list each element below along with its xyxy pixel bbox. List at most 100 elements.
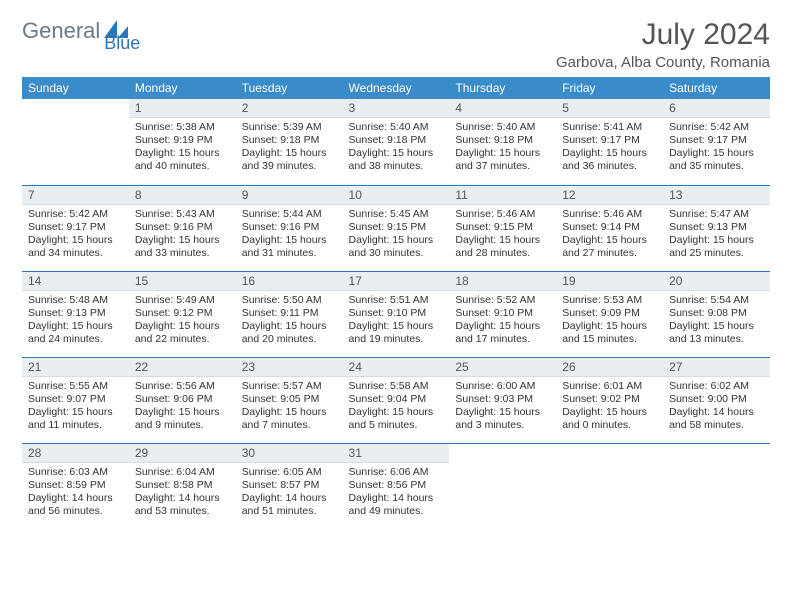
day-details: Sunrise: 6:03 AMSunset: 8:59 PMDaylight:… bbox=[22, 463, 129, 523]
calendar-week-row: 14Sunrise: 5:48 AMSunset: 9:13 PMDayligh… bbox=[22, 271, 770, 357]
calendar-day-cell: 12Sunrise: 5:46 AMSunset: 9:14 PMDayligh… bbox=[556, 185, 663, 271]
calendar-day-cell: 20Sunrise: 5:54 AMSunset: 9:08 PMDayligh… bbox=[663, 271, 770, 357]
calendar-day-cell: 13Sunrise: 5:47 AMSunset: 9:13 PMDayligh… bbox=[663, 185, 770, 271]
day-details: Sunrise: 5:43 AMSunset: 9:16 PMDaylight:… bbox=[129, 205, 236, 265]
day-number: 10 bbox=[343, 186, 450, 205]
calendar-day-cell: 22Sunrise: 5:56 AMSunset: 9:06 PMDayligh… bbox=[129, 357, 236, 443]
day-details: Sunrise: 5:44 AMSunset: 9:16 PMDaylight:… bbox=[236, 205, 343, 265]
day-details: Sunrise: 5:50 AMSunset: 9:11 PMDaylight:… bbox=[236, 291, 343, 351]
day-number: 9 bbox=[236, 186, 343, 205]
calendar-day-cell: 28Sunrise: 6:03 AMSunset: 8:59 PMDayligh… bbox=[22, 443, 129, 529]
calendar-day-cell: 2Sunrise: 5:39 AMSunset: 9:18 PMDaylight… bbox=[236, 99, 343, 185]
day-number: 19 bbox=[556, 272, 663, 291]
day-details: Sunrise: 5:46 AMSunset: 9:15 PMDaylight:… bbox=[449, 205, 556, 265]
day-number: 12 bbox=[556, 186, 663, 205]
weekday-header: Sunday bbox=[22, 77, 129, 99]
calendar-day-cell: 27Sunrise: 6:02 AMSunset: 9:00 PMDayligh… bbox=[663, 357, 770, 443]
day-number: 29 bbox=[129, 444, 236, 463]
day-number: 4 bbox=[449, 99, 556, 118]
calendar-week-row: 1Sunrise: 5:38 AMSunset: 9:19 PMDaylight… bbox=[22, 99, 770, 185]
weekday-header: Friday bbox=[556, 77, 663, 99]
calendar-day-cell: 16Sunrise: 5:50 AMSunset: 9:11 PMDayligh… bbox=[236, 271, 343, 357]
day-number: 23 bbox=[236, 358, 343, 377]
calendar-day-cell: 23Sunrise: 5:57 AMSunset: 9:05 PMDayligh… bbox=[236, 357, 343, 443]
day-number: 17 bbox=[343, 272, 450, 291]
calendar-day-cell: 6Sunrise: 5:42 AMSunset: 9:17 PMDaylight… bbox=[663, 99, 770, 185]
day-details: Sunrise: 5:42 AMSunset: 9:17 PMDaylight:… bbox=[663, 118, 770, 178]
month-title: July 2024 bbox=[556, 18, 770, 52]
day-details: Sunrise: 5:46 AMSunset: 9:14 PMDaylight:… bbox=[556, 205, 663, 265]
location: Garbova, Alba County, Romania bbox=[556, 54, 770, 71]
calendar-day-cell: 11Sunrise: 5:46 AMSunset: 9:15 PMDayligh… bbox=[449, 185, 556, 271]
day-details: Sunrise: 5:49 AMSunset: 9:12 PMDaylight:… bbox=[129, 291, 236, 351]
day-number: 26 bbox=[556, 358, 663, 377]
day-details: Sunrise: 6:00 AMSunset: 9:03 PMDaylight:… bbox=[449, 377, 556, 437]
weekday-header: Wednesday bbox=[343, 77, 450, 99]
calendar-day-cell: 7Sunrise: 5:42 AMSunset: 9:17 PMDaylight… bbox=[22, 185, 129, 271]
calendar-day-cell: 24Sunrise: 5:58 AMSunset: 9:04 PMDayligh… bbox=[343, 357, 450, 443]
day-number: 24 bbox=[343, 358, 450, 377]
calendar-week-row: 7Sunrise: 5:42 AMSunset: 9:17 PMDaylight… bbox=[22, 185, 770, 271]
calendar-week-row: 21Sunrise: 5:55 AMSunset: 9:07 PMDayligh… bbox=[22, 357, 770, 443]
day-number: 2 bbox=[236, 99, 343, 118]
calendar-day-cell: 14Sunrise: 5:48 AMSunset: 9:13 PMDayligh… bbox=[22, 271, 129, 357]
day-number: 30 bbox=[236, 444, 343, 463]
calendar-day-cell: 29Sunrise: 6:04 AMSunset: 8:58 PMDayligh… bbox=[129, 443, 236, 529]
calendar-day-cell: 30Sunrise: 6:05 AMSunset: 8:57 PMDayligh… bbox=[236, 443, 343, 529]
day-number: 5 bbox=[556, 99, 663, 118]
calendar-empty-cell bbox=[449, 443, 556, 529]
logo-text-1: General bbox=[22, 18, 100, 44]
day-details: Sunrise: 5:39 AMSunset: 9:18 PMDaylight:… bbox=[236, 118, 343, 178]
day-number: 1 bbox=[129, 99, 236, 118]
calendar-day-cell: 5Sunrise: 5:41 AMSunset: 9:17 PMDaylight… bbox=[556, 99, 663, 185]
calendar-day-cell: 8Sunrise: 5:43 AMSunset: 9:16 PMDaylight… bbox=[129, 185, 236, 271]
day-number: 18 bbox=[449, 272, 556, 291]
day-details: Sunrise: 5:51 AMSunset: 9:10 PMDaylight:… bbox=[343, 291, 450, 351]
day-number: 14 bbox=[22, 272, 129, 291]
calendar-table: SundayMondayTuesdayWednesdayThursdayFrid… bbox=[22, 77, 770, 529]
day-number: 13 bbox=[663, 186, 770, 205]
calendar-day-cell: 25Sunrise: 6:00 AMSunset: 9:03 PMDayligh… bbox=[449, 357, 556, 443]
day-number: 25 bbox=[449, 358, 556, 377]
calendar-day-cell: 21Sunrise: 5:55 AMSunset: 9:07 PMDayligh… bbox=[22, 357, 129, 443]
calendar-day-cell: 3Sunrise: 5:40 AMSunset: 9:18 PMDaylight… bbox=[343, 99, 450, 185]
logo: General Blue bbox=[22, 18, 168, 44]
calendar-day-cell: 4Sunrise: 5:40 AMSunset: 9:18 PMDaylight… bbox=[449, 99, 556, 185]
weekday-header: Thursday bbox=[449, 77, 556, 99]
day-details: Sunrise: 5:52 AMSunset: 9:10 PMDaylight:… bbox=[449, 291, 556, 351]
day-number: 31 bbox=[343, 444, 450, 463]
weekday-header-row: SundayMondayTuesdayWednesdayThursdayFrid… bbox=[22, 77, 770, 99]
day-details: Sunrise: 5:42 AMSunset: 9:17 PMDaylight:… bbox=[22, 205, 129, 265]
day-details: Sunrise: 5:40 AMSunset: 9:18 PMDaylight:… bbox=[449, 118, 556, 178]
header: General Blue July 2024 Garbova, Alba Cou… bbox=[22, 18, 770, 71]
day-number: 6 bbox=[663, 99, 770, 118]
day-details: Sunrise: 5:53 AMSunset: 9:09 PMDaylight:… bbox=[556, 291, 663, 351]
day-details: Sunrise: 5:58 AMSunset: 9:04 PMDaylight:… bbox=[343, 377, 450, 437]
day-details: Sunrise: 6:06 AMSunset: 8:56 PMDaylight:… bbox=[343, 463, 450, 523]
weekday-header: Saturday bbox=[663, 77, 770, 99]
day-details: Sunrise: 5:41 AMSunset: 9:17 PMDaylight:… bbox=[556, 118, 663, 178]
day-details: Sunrise: 5:47 AMSunset: 9:13 PMDaylight:… bbox=[663, 205, 770, 265]
day-number: 11 bbox=[449, 186, 556, 205]
day-details: Sunrise: 5:38 AMSunset: 9:19 PMDaylight:… bbox=[129, 118, 236, 178]
day-details: Sunrise: 5:40 AMSunset: 9:18 PMDaylight:… bbox=[343, 118, 450, 178]
day-number: 3 bbox=[343, 99, 450, 118]
calendar-empty-cell bbox=[663, 443, 770, 529]
day-number: 8 bbox=[129, 186, 236, 205]
day-details: Sunrise: 6:02 AMSunset: 9:00 PMDaylight:… bbox=[663, 377, 770, 437]
calendar-day-cell: 15Sunrise: 5:49 AMSunset: 9:12 PMDayligh… bbox=[129, 271, 236, 357]
calendar-day-cell: 1Sunrise: 5:38 AMSunset: 9:19 PMDaylight… bbox=[129, 99, 236, 185]
day-details: Sunrise: 5:56 AMSunset: 9:06 PMDaylight:… bbox=[129, 377, 236, 437]
calendar-body: 1Sunrise: 5:38 AMSunset: 9:19 PMDaylight… bbox=[22, 99, 770, 529]
calendar-empty-cell bbox=[556, 443, 663, 529]
day-details: Sunrise: 5:55 AMSunset: 9:07 PMDaylight:… bbox=[22, 377, 129, 437]
day-details: Sunrise: 6:05 AMSunset: 8:57 PMDaylight:… bbox=[236, 463, 343, 523]
day-number: 20 bbox=[663, 272, 770, 291]
logo-text-2: Blue bbox=[104, 33, 140, 54]
day-details: Sunrise: 5:45 AMSunset: 9:15 PMDaylight:… bbox=[343, 205, 450, 265]
title-block: July 2024 Garbova, Alba County, Romania bbox=[556, 18, 770, 71]
weekday-header: Tuesday bbox=[236, 77, 343, 99]
calendar-day-cell: 18Sunrise: 5:52 AMSunset: 9:10 PMDayligh… bbox=[449, 271, 556, 357]
day-number: 21 bbox=[22, 358, 129, 377]
calendar-day-cell: 26Sunrise: 6:01 AMSunset: 9:02 PMDayligh… bbox=[556, 357, 663, 443]
